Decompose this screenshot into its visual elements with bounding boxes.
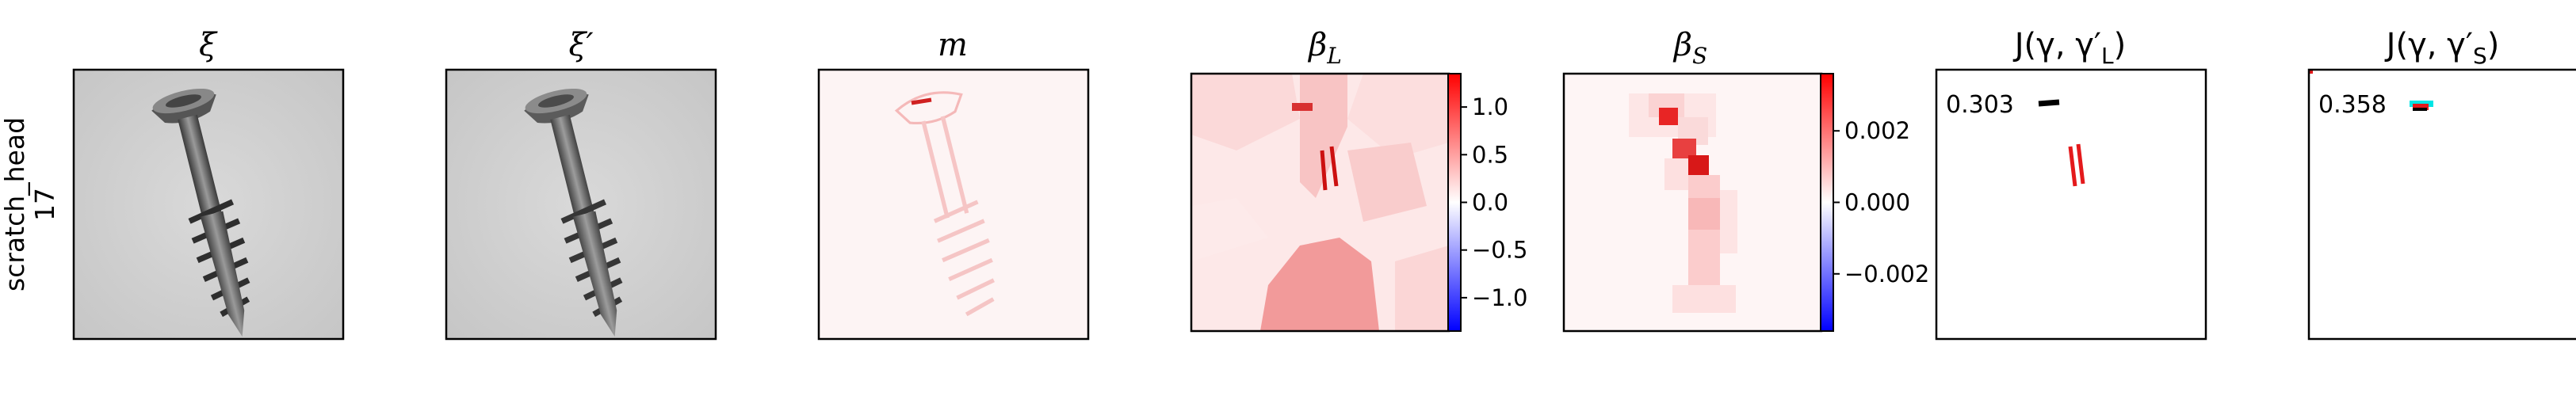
frame-J-S	[2307, 68, 2576, 341]
row-label-line1: scratch_head	[0, 117, 30, 291]
row-label: scratch_head 17	[0, 117, 60, 291]
panel-m: m	[817, 27, 1090, 341]
panel-beta-S: βS 0.002 0.000 −0.002	[1562, 27, 1929, 333]
gt-region-J-L	[2038, 99, 2060, 107]
frame-J-L	[1935, 68, 2207, 341]
diff-trace-m	[894, 91, 995, 317]
panel-title-J-L: J(γ, γ′L)	[2012, 27, 2126, 69]
panel-xi: ξ	[72, 27, 345, 345]
colorbar-ticks-beta-S: 0.002 0.000 −0.002	[1833, 117, 1929, 287]
frame-xi-prime	[445, 68, 717, 341]
score-J-S: 0.358	[2318, 91, 2387, 119]
mask-J-S	[2309, 70, 2576, 339]
colorbar-tick-label: −0.5	[1472, 237, 1527, 264]
panel-beta-L: βL 1.0 0.5 0.0 −0.5 −1.0	[1190, 27, 1527, 333]
panel-J-S: J(γ, γ′S) 0.358	[2307, 27, 2576, 341]
frame-m	[817, 68, 1090, 341]
colorbar-tick-label: −1.0	[1472, 284, 1527, 311]
panel-J-L: J(γ, γ′L) 0.303	[1935, 27, 2207, 341]
colorbar-tick-label: 0.000	[1844, 189, 1910, 216]
colorbar-tick-label: 0.5	[1472, 141, 1508, 168]
panel-title-beta-L: βL	[1307, 27, 1342, 69]
panel-title-xi: ξ	[199, 27, 218, 63]
colorbar-tick-label: −0.002	[1844, 261, 1929, 287]
panel-title-J-S: J(γ, γ′S)	[2384, 27, 2500, 69]
panel-xi-prime: ξ′	[445, 27, 717, 345]
frame-xi	[72, 68, 345, 341]
colorbar-ticks-beta-L: 1.0 0.5 0.0 −0.5 −1.0	[1461, 93, 1527, 311]
pred-region-J-L	[2068, 143, 2085, 187]
colorbar-beta-L	[1447, 73, 1462, 332]
mask-J-L	[1936, 70, 2206, 339]
panel-title-beta-S: βS	[1672, 27, 1707, 69]
heatmap-cells-beta-S	[1629, 93, 1737, 313]
scratch-highlight-m	[911, 97, 932, 105]
row-label-line2: 17	[29, 188, 60, 221]
panel-title-xi-prime: ξ′	[568, 27, 593, 63]
pred-region-J-S	[2413, 104, 2429, 110]
gt-region-J-S	[2413, 108, 2427, 111]
score-J-L: 0.303	[1946, 91, 2014, 119]
colorbar-tick-label: 1.0	[1472, 93, 1508, 120]
image-m	[819, 70, 1088, 339]
colorbar-tick-label: 0.0	[1472, 189, 1508, 216]
panel-title-m: m	[938, 27, 968, 63]
colorbar-beta-S	[1820, 73, 1834, 332]
colorbar-tick-label: 0.002	[1844, 117, 1910, 144]
